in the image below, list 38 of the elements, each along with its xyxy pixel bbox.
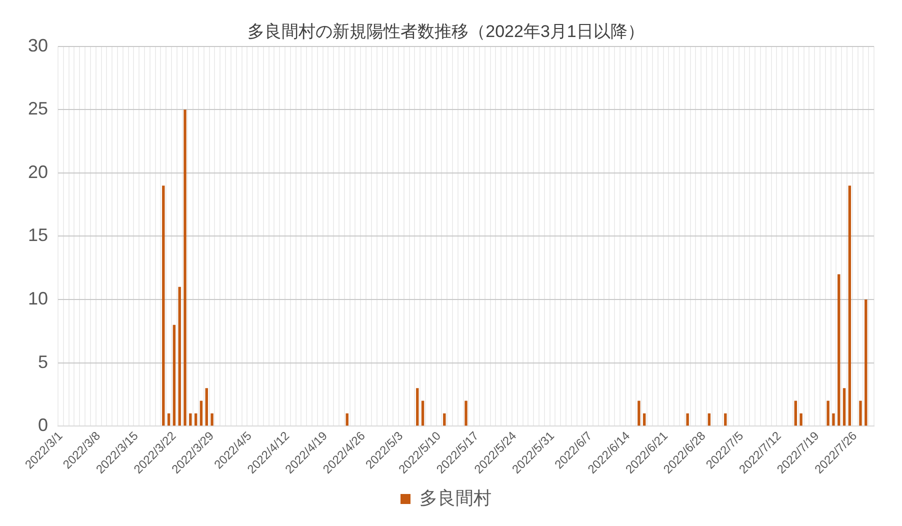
y-tick-label: 25: [28, 98, 48, 119]
bar: [864, 300, 868, 426]
bar: [724, 413, 727, 426]
bar: [416, 388, 419, 426]
bar: [184, 110, 186, 426]
bar: [794, 400, 797, 426]
y-tick-label: 15: [28, 225, 48, 246]
bar: [842, 388, 846, 426]
bar: [421, 400, 424, 426]
bar: [848, 186, 852, 426]
bar: [167, 413, 170, 426]
bar: [200, 400, 203, 426]
bar: [172, 324, 176, 426]
bar: [178, 286, 181, 426]
bar: [638, 400, 640, 426]
y-tick-label: 5: [38, 352, 48, 372]
bar: [189, 413, 192, 426]
bar: [826, 400, 830, 426]
bar: [859, 400, 862, 426]
bar: [194, 413, 198, 426]
bar: [162, 186, 165, 426]
bar: [832, 413, 835, 426]
y-tick-label: 20: [28, 162, 48, 182]
bar: [708, 413, 711, 426]
bar: [443, 413, 446, 426]
y-tick-label: 10: [28, 288, 48, 308]
chart-title: 多良間村の新規陽性者数推移（2022年3月1日以降）: [248, 22, 644, 41]
bar: [642, 413, 646, 426]
y-tick-label: 0: [38, 415, 48, 436]
bar: [346, 413, 348, 426]
bar: [205, 388, 208, 426]
y-tick-label: 30: [28, 35, 48, 56]
bar: [210, 413, 214, 426]
bar: [464, 400, 468, 426]
legend-label: 多良間村: [420, 488, 492, 508]
bar: [686, 413, 689, 426]
bar: [838, 274, 840, 426]
bar: [800, 413, 802, 426]
